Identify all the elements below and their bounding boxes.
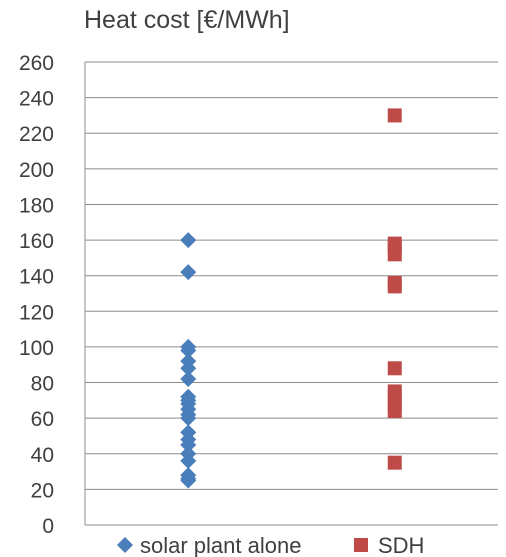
solar-plant-point (180, 232, 197, 249)
sdh-point (387, 247, 402, 262)
sdh-point (387, 455, 402, 470)
y-tick-label: 0 (42, 515, 54, 538)
y-tick-label: 220 (19, 123, 54, 146)
legend-marker-sdh (354, 538, 368, 552)
solar-plant-point (180, 472, 197, 489)
solar-plant-point (180, 410, 197, 427)
y-tick-label: 80 (31, 373, 54, 396)
solar-plant-point (180, 264, 197, 281)
data-points (180, 108, 402, 489)
y-tick-label: 240 (19, 88, 54, 111)
y-tick-label: 260 (19, 52, 54, 75)
y-tick-label: 120 (19, 301, 54, 324)
solar-plant-point (180, 360, 197, 377)
legend: solar plant alone SDH (117, 533, 424, 557)
y-tick-label: 200 (19, 159, 54, 182)
legend-label: SDH (378, 533, 424, 557)
y-axis (84, 62, 498, 526)
y-tick-label: 60 (31, 408, 54, 431)
y-tick-label: 140 (19, 266, 54, 289)
legend-marker-solar-plant (117, 537, 133, 553)
gridlines (85, 61, 498, 490)
solar-plant-point (180, 370, 197, 387)
legend-label: solar plant alone (140, 533, 301, 557)
y-tick-labels: 0 20 40 60 80 100 120 140 160 180 200 220 240 260 (19, 52, 54, 538)
solar-plant-point (180, 342, 197, 359)
solar-plant-point (180, 436, 197, 453)
y-tick-label: 180 (19, 194, 54, 217)
y-tick-label: 100 (19, 337, 54, 360)
sdh-point (387, 279, 402, 294)
y-tick-label: 160 (19, 230, 54, 253)
y-tick-label: 20 (31, 479, 54, 502)
solar-plant-point (180, 452, 197, 469)
sdh-point (387, 361, 402, 376)
y-tick-label: 40 (31, 444, 54, 467)
sdh-point (387, 404, 402, 419)
sdh-point (387, 108, 402, 123)
chart-title: Heat cost [€/MWh] (84, 6, 290, 34)
